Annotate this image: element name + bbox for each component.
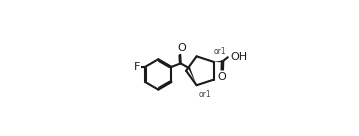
Polygon shape	[214, 61, 223, 62]
Polygon shape	[188, 68, 197, 85]
Text: O: O	[177, 43, 186, 53]
Text: or1: or1	[213, 47, 226, 56]
Text: O: O	[218, 72, 226, 82]
Text: F: F	[134, 62, 140, 72]
Text: or1: or1	[199, 90, 211, 99]
Text: OH: OH	[231, 52, 248, 62]
